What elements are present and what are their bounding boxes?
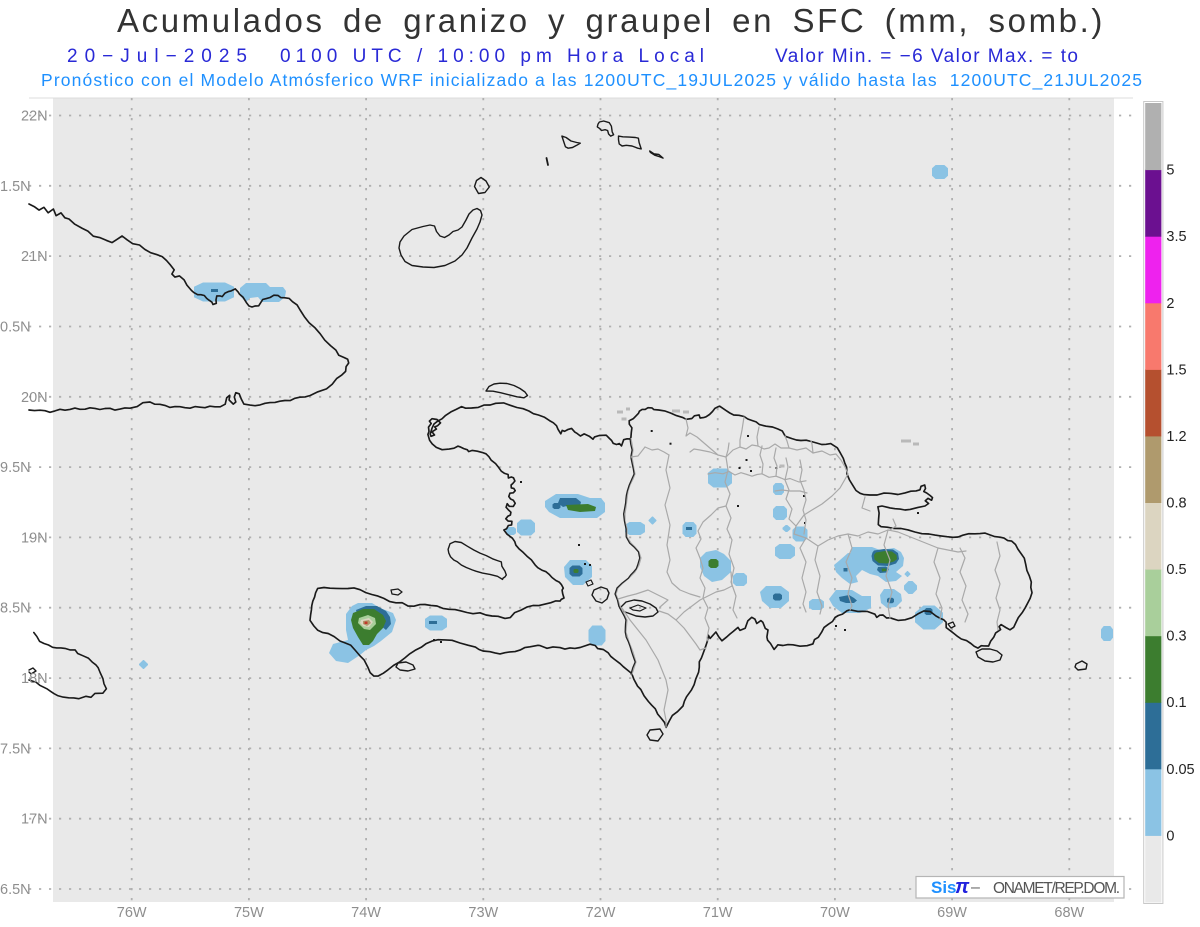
svg-text:5: 5 xyxy=(1166,163,1174,179)
svg-text:Sis: Sis xyxy=(931,878,957,897)
svg-text:1.2: 1.2 xyxy=(1166,429,1186,445)
svg-text:18N: 18N xyxy=(21,671,48,687)
svg-text:0.5: 0.5 xyxy=(1166,562,1186,578)
svg-text:70W: 70W xyxy=(820,905,850,921)
svg-text:7.5N: 7.5N xyxy=(0,741,31,757)
svg-text:1.5: 1.5 xyxy=(1166,362,1186,378)
svg-text:20N: 20N xyxy=(21,390,48,406)
svg-text:69W: 69W xyxy=(937,905,967,921)
svg-text:2: 2 xyxy=(1166,296,1174,312)
svg-text:68W: 68W xyxy=(1054,905,1084,921)
svg-text:9.5N: 9.5N xyxy=(0,460,31,476)
svg-text:π: π xyxy=(955,876,970,898)
svg-text:74W: 74W xyxy=(351,905,381,921)
svg-text:1.5N: 1.5N xyxy=(0,179,31,195)
svg-text:73W: 73W xyxy=(468,905,498,921)
svg-text:21N: 21N xyxy=(21,249,48,265)
svg-text:72W: 72W xyxy=(586,905,616,921)
svg-text:22N: 22N xyxy=(21,109,48,125)
svg-text:71W: 71W xyxy=(703,905,733,921)
svg-text:0.8: 0.8 xyxy=(1166,496,1186,512)
svg-text:3.5: 3.5 xyxy=(1166,229,1186,245)
svg-text:0.5N: 0.5N xyxy=(0,320,31,336)
svg-text:75W: 75W xyxy=(234,905,264,921)
svg-text:Pronóstico con el Modelo Atmós: Pronóstico con el Modelo Atmósferico WRF… xyxy=(41,70,1142,91)
svg-text:76W: 76W xyxy=(117,905,147,921)
svg-text:0.3: 0.3 xyxy=(1166,629,1186,645)
svg-text:ONAMET/REP.DOM.: ONAMET/REP.DOM. xyxy=(993,880,1120,897)
svg-text:0.05: 0.05 xyxy=(1166,762,1194,778)
svg-text:Acumulados de granizo y graupe: Acumulados de granizo y graupel en SFC (… xyxy=(117,2,1105,39)
svg-text:20−Jul−2025: 20−Jul−2025 xyxy=(67,46,247,67)
svg-text:0.1: 0.1 xyxy=(1166,695,1186,711)
svg-text:0: 0 xyxy=(1166,828,1174,844)
svg-text:19N: 19N xyxy=(21,530,48,546)
svg-text:17N: 17N xyxy=(21,812,48,828)
svg-text:6.5N: 6.5N xyxy=(0,882,31,898)
svg-text:Valor Min. = −6 Valor Max. =: Valor Min. = −6 Valor Max. = to xyxy=(775,46,1078,67)
svg-text:–: – xyxy=(971,879,980,896)
svg-text:8.5N: 8.5N xyxy=(0,601,31,617)
